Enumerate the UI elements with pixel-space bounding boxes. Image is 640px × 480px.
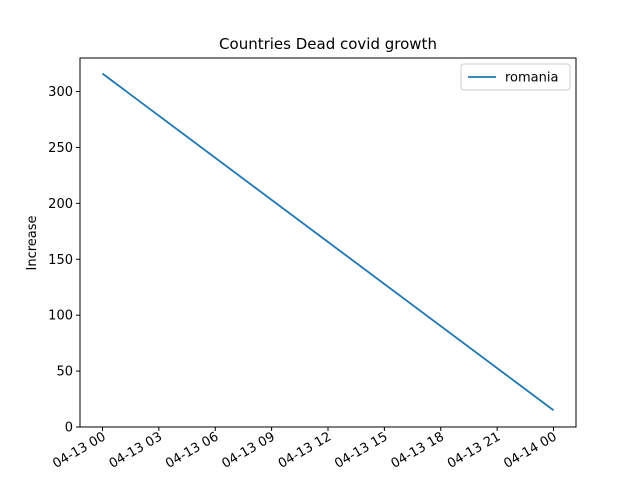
legend-box: [460, 63, 571, 91]
x-tick-label: 04-13 12: [276, 429, 334, 471]
legend: romania: [460, 63, 571, 91]
y-axis: 0 50 100 150 200 250 300: [48, 85, 80, 436]
x-tick-label: 04-13 18: [389, 429, 447, 471]
chart-title: Countries Dead covid growth: [219, 35, 437, 53]
series-line-romania: [101, 72, 555, 411]
x-tick-label: 04-13 09: [220, 429, 278, 471]
x-tick-label: 04-13 21: [445, 429, 503, 471]
x-tick-label: 04-14 00: [501, 429, 559, 471]
y-tick-label: 50: [56, 365, 73, 380]
y-tick-label: 0: [65, 421, 73, 436]
y-tick-label: 300: [48, 85, 73, 100]
y-tick-label: 150: [48, 253, 73, 268]
y-tick-label: 250: [48, 141, 73, 156]
series-layer: [101, 72, 555, 411]
y-tick-label: 200: [48, 197, 73, 212]
y-tick-label: 100: [48, 309, 73, 324]
x-tick-label: 04-13 15: [332, 429, 390, 471]
y-axis-label: Increase: [25, 215, 40, 270]
x-tick-label: 04-13 06: [163, 429, 221, 471]
x-tick-label: 04-13 00: [50, 429, 108, 471]
legend-label: romania: [505, 71, 558, 86]
x-tick-label: 04-13 03: [107, 429, 165, 471]
